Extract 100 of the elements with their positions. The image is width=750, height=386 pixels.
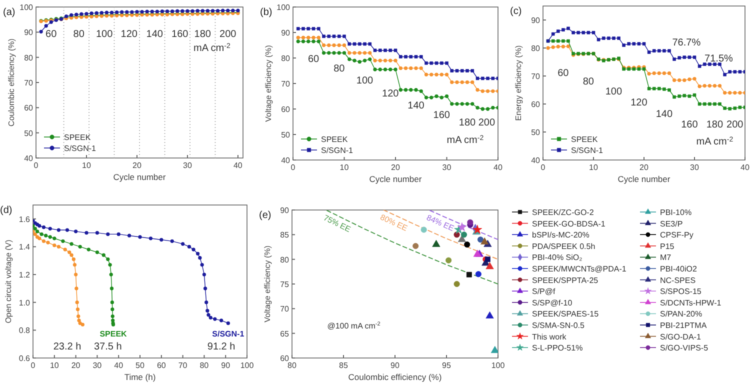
x-tick-label: 0 — [540, 163, 546, 172]
annotation: 60 — [308, 54, 320, 66]
legend-label: PBI-21PTMA — [660, 321, 708, 330]
y-tick-label: 85 — [280, 230, 290, 240]
y-tick-label: 60 — [280, 354, 290, 363]
y-tick-label: 50 — [531, 128, 541, 137]
x-axis-title: Time (h) — [124, 372, 156, 382]
annotation: 23.2 h — [53, 342, 82, 353]
legend-label: SPEEK — [64, 133, 92, 142]
legend-label: S/SGN-1 — [321, 146, 354, 155]
annotation: 76.7% — [672, 37, 701, 48]
y-tick-label: 70 — [280, 304, 290, 314]
series-label: SPEEK — [100, 330, 128, 339]
x-tick-label: 20 — [132, 161, 142, 170]
y-tick-label: 80 — [24, 53, 34, 62]
annotation: 140 — [656, 108, 673, 120]
annotation: 37.5 h — [94, 342, 122, 353]
x-tick-label: 90 — [390, 361, 400, 370]
annotation: 200 — [726, 120, 744, 131]
chart-title: (d) — [0, 205, 12, 216]
x-tick-label: 30 — [183, 161, 192, 170]
legend-label: SPEEK — [571, 135, 598, 144]
annotation: 71.5% — [704, 53, 734, 64]
legend-label: PBI-40iO2 — [660, 264, 698, 274]
legend-label: S/DCNTs-HPW-1 — [660, 298, 722, 308]
legend-label: SPEEK/MWCNTs@PDA-1 — [532, 264, 627, 274]
x-tick-label: 40 — [114, 361, 124, 370]
legend-label: SE3/P — [660, 219, 683, 228]
annotation: 100 — [96, 29, 114, 40]
x-tick-label: 90 — [221, 361, 231, 370]
x-tick-label: 30 — [92, 361, 102, 370]
y-tick-label: 100 — [276, 3, 291, 12]
y-axis-title: Voltage efficiency (%) — [263, 245, 272, 322]
annotation: 160 — [172, 29, 189, 40]
legend-label: S/GO-VIPS-5 — [660, 344, 709, 353]
legend-label: This work — [532, 332, 568, 342]
legend-label: S/SPOS-15 — [660, 287, 702, 296]
y-tick-label: 80 — [280, 255, 290, 264]
y-tick-label: 0.6 — [18, 354, 31, 363]
y-tick-label: 50 — [281, 130, 291, 140]
annotation: 80 — [582, 76, 594, 88]
x-axis-title: Coulombic efficiency (%) — [348, 372, 442, 382]
chart-title: (e) — [259, 210, 272, 221]
x-tick-label: 40 — [740, 163, 750, 172]
y-tick-label: 60 — [281, 105, 291, 114]
x-tick-label: 50 — [136, 361, 145, 370]
x-tick-label: 85 — [339, 361, 348, 370]
legend-label: SPEEK/SPAES-15 — [532, 310, 600, 319]
x-tick-label: 20 — [391, 163, 400, 172]
x-tick-label: 95 — [442, 361, 452, 370]
y-tick-label: 65 — [280, 329, 290, 338]
x-tick-label: 0 — [290, 163, 296, 172]
x-tick-label: 10 — [589, 163, 598, 172]
annotation: 120 — [382, 88, 400, 100]
y-tick-label: 40 — [24, 154, 34, 163]
x-axis-title: Cycle number — [113, 172, 166, 182]
series-label: S/SGN-1 — [212, 330, 245, 339]
x-tick-label: 70 — [178, 361, 188, 370]
legend-label: PDA/SPEEK 0.5h — [532, 242, 596, 251]
annotation: 180 — [194, 29, 212, 40]
x-tick-label: 30 — [690, 163, 700, 172]
annotation: 160 — [433, 110, 450, 121]
y-tick-label: 75 — [280, 280, 290, 289]
legend-label: SPEEK/ZC-GO-2 — [532, 208, 594, 217]
x-tick-label: 30 — [442, 163, 452, 172]
y-tick-label: 1.6 — [18, 214, 31, 224]
y-tick-label: 70 — [531, 72, 541, 81]
y-tick-label: 1.2 — [18, 270, 31, 280]
x-tick-label: 10 — [82, 161, 92, 170]
chart-title: (c) — [510, 6, 522, 17]
legend-label: S/P@f — [532, 287, 556, 296]
x-tick-label: 0 — [30, 361, 36, 370]
x-tick-label: 100 — [240, 361, 254, 370]
y-tick-label: 100 — [20, 3, 34, 12]
x-tick-label: 80 — [200, 361, 210, 370]
annotation: 140 — [408, 100, 425, 112]
annotation: 180 — [458, 118, 476, 129]
x-tick-label: 40 — [234, 161, 243, 170]
annotation: 180 — [706, 120, 724, 131]
x-tick-label: 0 — [34, 161, 39, 170]
y-tick-label: 50 — [24, 128, 34, 138]
x-tick-label: 20 — [71, 361, 81, 370]
legend-label: PBI-10% — [660, 208, 692, 217]
y-axis-title: Coulombic efficiency (%) — [7, 38, 16, 126]
annotation: 60 — [558, 68, 570, 80]
annotation: 120 — [120, 29, 138, 40]
legend-label: CPSF-Py — [660, 230, 694, 240]
legend-label: S/GO-DA-1 — [660, 332, 702, 342]
x-tick-label: 100 — [491, 361, 506, 370]
y-tick-label: 60 — [531, 100, 541, 109]
y-tick-label: 90 — [280, 206, 290, 215]
annotation: 100 — [356, 76, 374, 86]
annotation: 140 — [146, 29, 164, 40]
annotation: 60 — [46, 29, 58, 40]
y-tick-label: 0.8 — [18, 326, 31, 336]
y-tick-label: 1.0 — [18, 298, 31, 308]
x-tick-label: 60 — [156, 361, 166, 370]
y-tick-label: 70 — [24, 78, 34, 88]
y-tick-label: 90 — [24, 28, 34, 38]
legend-label: M7 — [660, 253, 672, 262]
